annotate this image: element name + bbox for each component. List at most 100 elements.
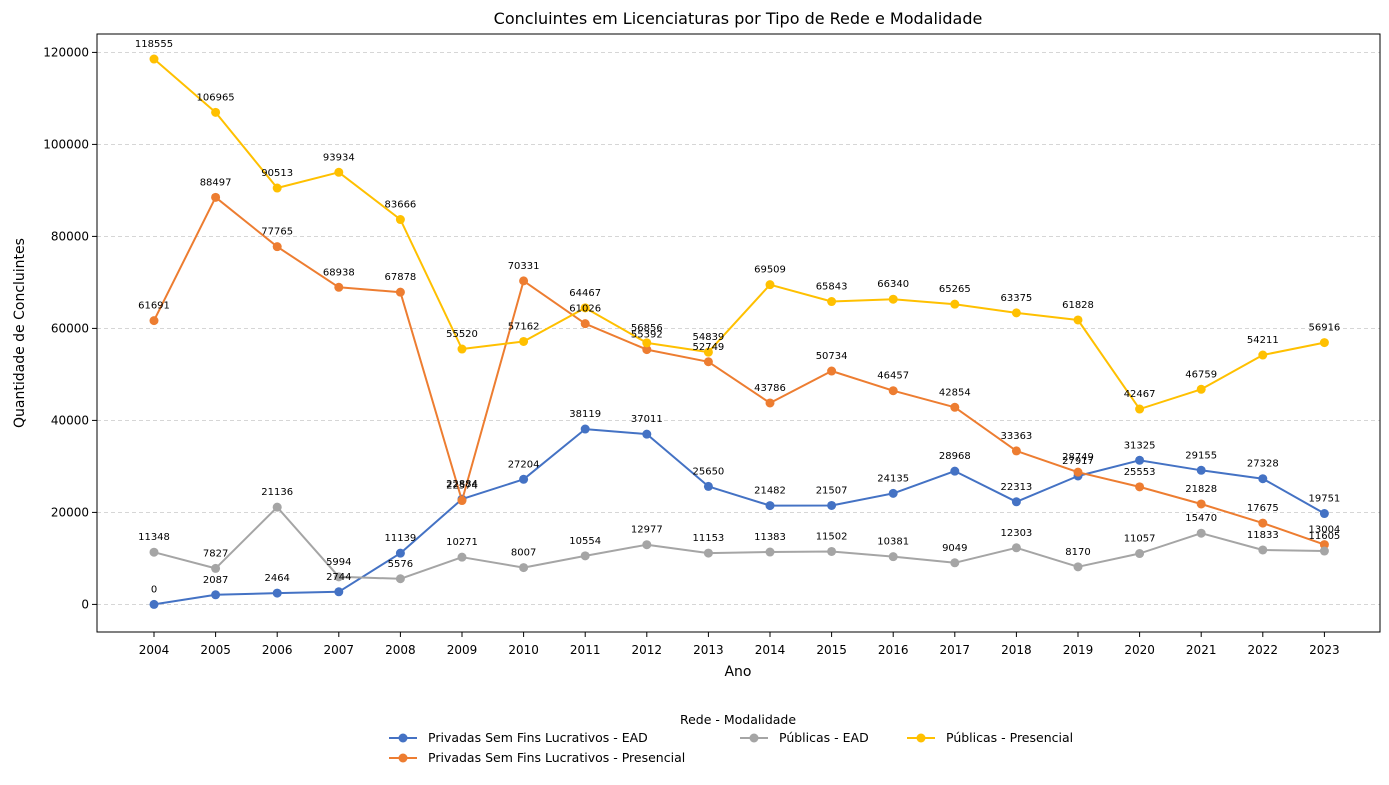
- data-label: 25650: [692, 466, 724, 477]
- data-label: 106965: [197, 92, 235, 103]
- data-label: 77765: [261, 227, 293, 238]
- y-tick-label: 80000: [51, 229, 89, 243]
- data-label: 21828: [1185, 484, 1217, 495]
- data-point: [580, 319, 590, 329]
- data-point: [703, 481, 713, 491]
- data-point: [827, 500, 837, 510]
- data-point: [950, 558, 960, 568]
- data-point: [1196, 465, 1206, 475]
- data-point: [1319, 338, 1329, 348]
- y-tick-label: 40000: [51, 413, 89, 427]
- x-tick-label: 2012: [632, 643, 663, 657]
- legend-label: Privadas Sem Fins Lucrativos - Presencia…: [428, 750, 685, 765]
- x-tick-label: 2006: [262, 643, 293, 657]
- data-label: 67878: [384, 272, 416, 283]
- x-tick-label: 2008: [385, 643, 416, 657]
- data-point: [888, 488, 898, 498]
- data-label: 46457: [877, 371, 909, 382]
- data-label: 17675: [1247, 503, 1279, 514]
- data-label: 43786: [754, 383, 786, 394]
- data-point: [272, 502, 282, 512]
- data-point: [703, 548, 713, 558]
- x-tick-label: 2023: [1309, 643, 1340, 657]
- data-label: 88497: [200, 177, 232, 188]
- data-label: 31325: [1124, 440, 1156, 451]
- data-label: 28968: [939, 451, 971, 462]
- legend-label: Públicas - EAD: [779, 730, 869, 745]
- data-point: [272, 183, 282, 193]
- data-label: 90513: [261, 168, 293, 179]
- data-point: [1011, 446, 1021, 456]
- chart-title: Concluintes em Licenciaturas por Tipo de…: [494, 9, 983, 28]
- data-point: [1011, 543, 1021, 553]
- data-point: [580, 424, 590, 434]
- data-point: [580, 303, 590, 313]
- x-tick-label: 2020: [1124, 643, 1155, 657]
- data-point: [1258, 350, 1268, 360]
- data-point: [457, 496, 467, 506]
- legend-label: Públicas - Presencial: [946, 730, 1073, 745]
- data-label: 33363: [1000, 431, 1032, 442]
- data-label: 15470: [1185, 513, 1217, 524]
- legend-label: Privadas Sem Fins Lucrativos - EAD: [428, 730, 648, 745]
- data-label: 11348: [138, 532, 170, 543]
- legend-marker: [398, 733, 408, 743]
- data-label: 10554: [569, 536, 601, 547]
- data-label: 9049: [942, 543, 967, 554]
- data-label: 66340: [877, 279, 909, 290]
- data-point: [1073, 467, 1083, 477]
- data-label: 29155: [1185, 450, 1217, 461]
- y-tick-label: 120000: [43, 45, 89, 59]
- x-tick-label: 2022: [1248, 643, 1279, 657]
- data-label: 65265: [939, 284, 971, 295]
- x-axis-title: Ano: [724, 664, 751, 680]
- data-point: [149, 547, 159, 557]
- data-label: 25553: [1124, 467, 1156, 478]
- data-label: 22574: [446, 481, 478, 492]
- data-point: [149, 599, 159, 609]
- data-label: 10381: [877, 537, 909, 548]
- x-tick-label: 2005: [200, 643, 231, 657]
- plot-frame: [96, 33, 1381, 633]
- data-point: [334, 587, 344, 597]
- x-tick-label: 2016: [878, 643, 909, 657]
- data-label: 5576: [388, 559, 413, 570]
- data-point: [827, 366, 837, 376]
- data-label: 11605: [1308, 531, 1340, 542]
- data-point: [1196, 499, 1206, 509]
- data-label: 27204: [508, 459, 540, 470]
- data-label: 21136: [261, 487, 293, 498]
- data-label: 42467: [1124, 389, 1156, 400]
- x-tick-label: 2010: [508, 643, 539, 657]
- data-point: [1319, 540, 1329, 550]
- data-label: 22884: [446, 479, 478, 490]
- y-tick-label: 0: [81, 597, 89, 611]
- data-label: 2087: [203, 575, 228, 586]
- data-label: 27917: [1062, 456, 1094, 467]
- data-point: [519, 563, 529, 573]
- series-line: [153, 196, 1325, 546]
- data-point: [519, 474, 529, 484]
- data-point: [519, 336, 529, 346]
- y-tick-label: 60000: [51, 321, 89, 335]
- data-label: 12303: [1000, 528, 1032, 539]
- data-point: [950, 402, 960, 412]
- data-point: [1258, 474, 1268, 484]
- data-label: 11833: [1247, 530, 1279, 541]
- data-label: 11139: [384, 533, 416, 544]
- data-point: [1135, 455, 1145, 465]
- data-point: [395, 548, 405, 558]
- legend-marker: [749, 733, 759, 743]
- axes: 0 20000 40000 60000 80000 100000 120000 2004 200…: [43, 45, 1339, 657]
- data-label: 55392: [631, 330, 663, 341]
- data-point: [888, 294, 898, 304]
- data-point: [1135, 482, 1145, 492]
- y-tick-label: 20000: [51, 505, 89, 519]
- data-label: 70331: [508, 261, 540, 272]
- data-label: 63375: [1000, 293, 1032, 304]
- x-tick-label: 2007: [324, 643, 355, 657]
- data-point: [827, 546, 837, 556]
- legend-title: Rede - Modalidade: [680, 712, 796, 727]
- data-point: [395, 574, 405, 584]
- data-label: 11502: [816, 531, 848, 542]
